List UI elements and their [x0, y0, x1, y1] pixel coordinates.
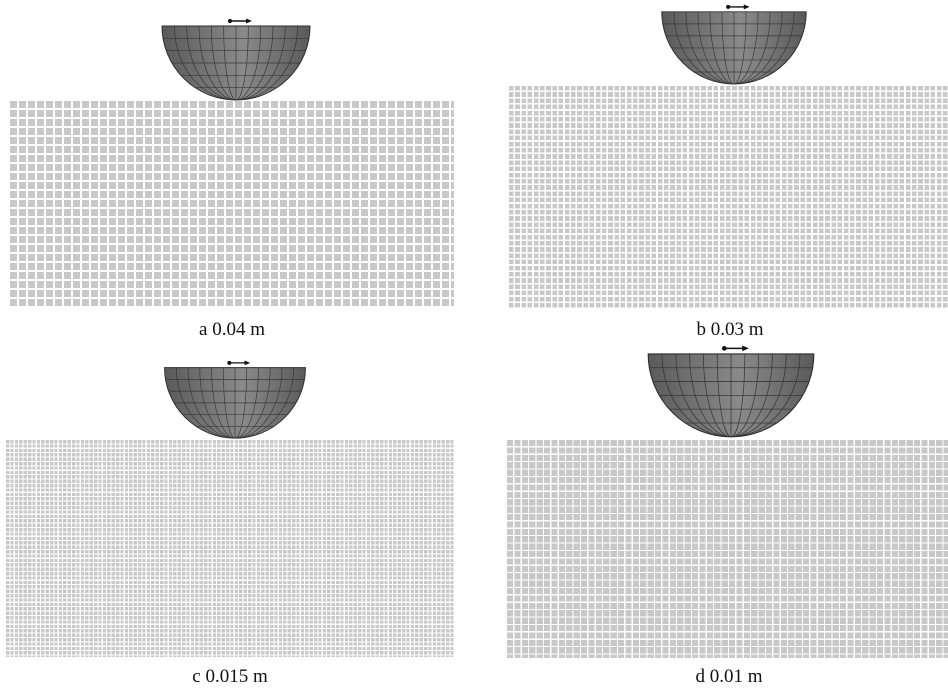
hemisphere-bucket-b [661, 4, 807, 85]
hemisphere-bucket-c [164, 360, 306, 439]
direction-arrow-icon [227, 18, 252, 24]
particle-mesh-b [509, 86, 948, 308]
particle-mesh-d [507, 440, 948, 658]
hemisphere-bucket-a [161, 18, 311, 101]
bucket-mesh-lines [165, 367, 305, 439]
direction-arrow-icon [721, 345, 749, 352]
particle-mesh-a [10, 101, 454, 306]
particle-mesh-c [6, 440, 454, 657]
caption-d: d 0.01 m [695, 666, 763, 687]
direction-arrow-icon [227, 360, 251, 366]
bucket-mesh-lines [649, 353, 813, 437]
caption-a: a 0.04 m [199, 319, 265, 340]
hemisphere-bucket-d [647, 345, 815, 438]
caption-c: c 0.015 m [192, 666, 268, 687]
bucket-mesh-lines [662, 11, 806, 85]
bucket-mesh-lines [163, 26, 309, 100]
caption-b: b 0.03 m [696, 319, 764, 340]
direction-arrow-icon [726, 4, 750, 10]
